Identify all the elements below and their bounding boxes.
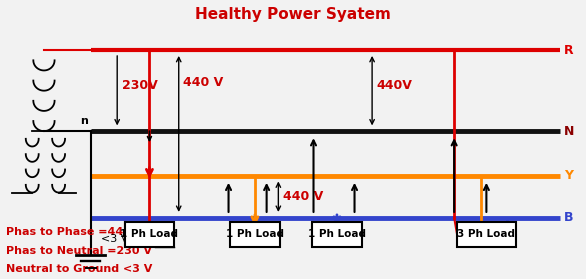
Text: 230V: 230V (122, 79, 158, 92)
Text: 1 Ph Load: 1 Ph Load (121, 229, 178, 239)
Text: 440 V: 440 V (283, 190, 323, 203)
Text: 1 Ph Load: 1 Ph Load (308, 229, 366, 239)
Text: 3 Ph Load: 3 Ph Load (458, 229, 515, 239)
Text: Phas to Phase =440 V: Phas to Phase =440 V (6, 227, 143, 237)
Text: n: n (80, 116, 88, 126)
Bar (312, 222, 362, 247)
Bar (457, 222, 516, 247)
Bar (230, 222, 280, 247)
Text: <3 V: <3 V (101, 234, 129, 244)
Text: R: R (564, 44, 574, 57)
Text: Healthy Power Syatem: Healthy Power Syatem (195, 7, 391, 22)
Text: Y: Y (564, 169, 573, 182)
Text: Phas to Neutral =230 V: Phas to Neutral =230 V (6, 246, 152, 256)
Text: Neutral to Ground <3 V: Neutral to Ground <3 V (6, 264, 152, 274)
Text: 1 Ph Load: 1 Ph Load (226, 229, 284, 239)
Bar (124, 222, 175, 247)
Text: 440 V: 440 V (183, 76, 224, 89)
Text: N: N (564, 125, 575, 138)
Text: 440V: 440V (377, 79, 413, 92)
Text: B: B (564, 211, 574, 224)
